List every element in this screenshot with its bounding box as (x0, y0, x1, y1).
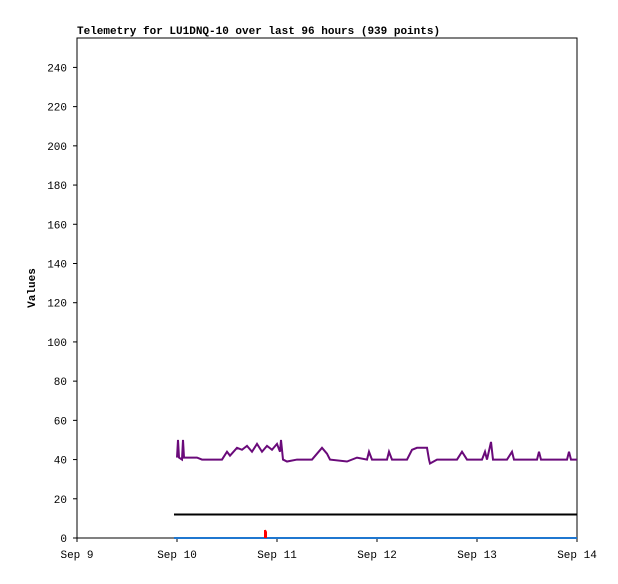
y-tick-label: 0 (60, 534, 67, 546)
x-tick-label: Sep 9 (60, 550, 93, 562)
x-tick-label: Sep 14 (557, 550, 597, 562)
y-axis-label: Values (27, 268, 39, 308)
y-tick-label: 40 (54, 456, 67, 468)
x-tick-label: Sep 13 (457, 550, 497, 562)
plot-frame (76, 37, 578, 539)
x-tick-label: Sep 11 (257, 550, 297, 562)
y-tick-label: 240 (47, 63, 67, 75)
y-tick-label: 200 (47, 142, 67, 154)
x-tick-label: Sep 12 (357, 550, 397, 562)
y-tick-label: 180 (47, 181, 67, 193)
y-tick-label: 160 (47, 220, 67, 232)
y-tick-label: 220 (47, 103, 67, 115)
chart-title: Telemetry for LU1DNQ-10 over last 96 hou… (77, 26, 440, 38)
y-tick-label: 60 (54, 416, 67, 428)
y-tick-label: 80 (54, 377, 67, 389)
y-tick-label: 100 (47, 338, 67, 350)
y-tick-label: 140 (47, 259, 67, 271)
series-line (176, 439, 577, 465)
y-tick-label: 20 (54, 495, 67, 507)
y-tick-label: 120 (47, 299, 67, 311)
series-line (264, 529, 267, 538)
x-tick-label: Sep 10 (157, 550, 197, 562)
